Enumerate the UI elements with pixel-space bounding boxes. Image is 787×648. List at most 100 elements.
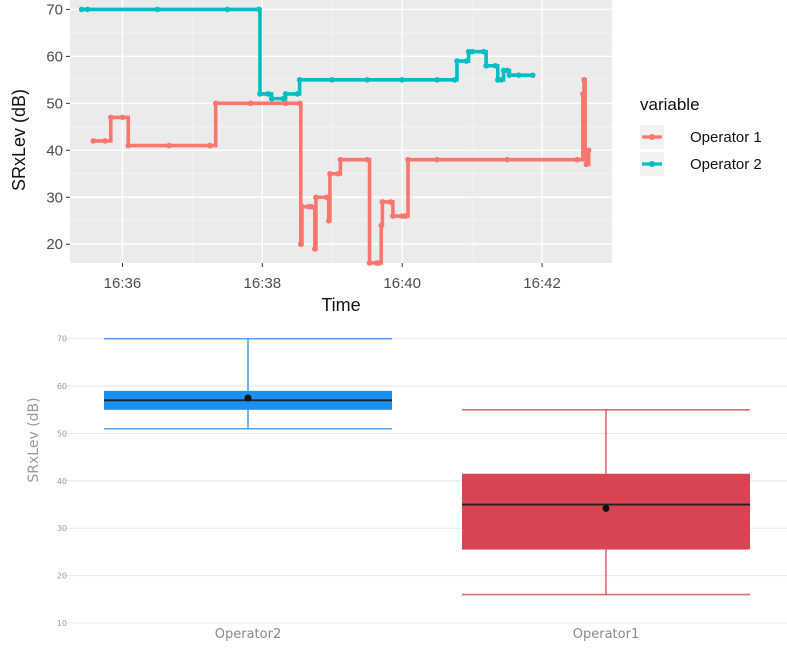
y-tick-label: 50 bbox=[57, 429, 67, 438]
y-tick-label: 20 bbox=[57, 572, 67, 581]
x-axis-label: Time bbox=[321, 295, 360, 315]
data-point bbox=[84, 6, 91, 13]
legend-entries: Operator 1 Operator 2 bbox=[640, 125, 762, 176]
x-tick-label: 16:38 bbox=[244, 275, 282, 292]
data-point bbox=[364, 77, 371, 83]
data-point bbox=[297, 241, 304, 248]
data-point bbox=[376, 260, 382, 266]
mean-marker bbox=[244, 394, 252, 402]
data-point bbox=[580, 91, 586, 97]
legend-item: Operator 2 bbox=[640, 152, 762, 176]
data-point bbox=[90, 138, 97, 144]
data-point bbox=[469, 48, 475, 55]
data-point bbox=[585, 147, 592, 154]
data-point bbox=[294, 91, 301, 97]
x-tick-label: 16:42 bbox=[523, 275, 561, 292]
data-point bbox=[480, 48, 487, 55]
data-point bbox=[257, 91, 263, 97]
y-tick-labels: 20 30 40 50 60 70 bbox=[46, 1, 63, 253]
y-tick-label: 50 bbox=[46, 95, 63, 112]
data-point bbox=[282, 100, 289, 107]
data-point bbox=[327, 170, 333, 177]
data-point bbox=[256, 6, 262, 13]
data-point bbox=[166, 142, 172, 149]
data-point bbox=[311, 246, 318, 252]
y-tick-labels: 10 20 30 40 50 60 70 bbox=[57, 335, 67, 628]
data-point bbox=[366, 260, 373, 266]
data-point bbox=[296, 100, 303, 107]
data-point bbox=[364, 156, 371, 163]
data-point bbox=[125, 142, 132, 149]
x-tick-label: 16:36 bbox=[104, 275, 142, 292]
data-point bbox=[434, 156, 440, 163]
data-point bbox=[268, 95, 275, 102]
data-point bbox=[483, 62, 489, 69]
data-point bbox=[378, 222, 385, 229]
x-tick-label: 16:40 bbox=[383, 275, 421, 292]
data-point bbox=[329, 77, 336, 83]
category-label: Operator1 bbox=[573, 627, 639, 642]
box-operator2 bbox=[104, 337, 392, 430]
data-point bbox=[379, 199, 386, 205]
data-point bbox=[492, 62, 499, 69]
data-point bbox=[308, 203, 315, 210]
box-operator1 bbox=[462, 409, 750, 596]
data-point bbox=[335, 170, 341, 177]
legend-item: Operator 1 bbox=[640, 125, 762, 149]
y-tick-label: 20 bbox=[46, 236, 63, 253]
boxes-group bbox=[104, 337, 750, 596]
data-point bbox=[212, 100, 219, 107]
legend-label: Operator 2 bbox=[690, 156, 762, 173]
data-point bbox=[515, 72, 522, 78]
legend-label: Operator 1 bbox=[690, 129, 762, 146]
data-point bbox=[78, 6, 85, 13]
series-1 bbox=[90, 77, 592, 266]
mean-marker bbox=[602, 504, 610, 512]
data-point bbox=[107, 114, 114, 121]
data-point bbox=[265, 91, 271, 97]
legend: variable Operator 1 Operator 2 bbox=[640, 95, 762, 176]
data-point bbox=[154, 6, 161, 13]
legend-key-point bbox=[649, 161, 655, 167]
y-tick-label: 70 bbox=[46, 1, 63, 18]
data-point bbox=[247, 100, 254, 107]
category-labels: Operator2 Operator1 bbox=[215, 627, 639, 642]
line-chart: 20 30 40 50 60 70 16:36 16:38 16:40 16:42 Time S… bbox=[9, 0, 762, 315]
data-point bbox=[581, 77, 587, 83]
data-point bbox=[434, 77, 440, 83]
series-2 bbox=[78, 6, 536, 102]
data-point bbox=[282, 91, 289, 97]
data-point bbox=[504, 156, 510, 163]
data-point bbox=[399, 77, 405, 83]
data-point bbox=[583, 161, 590, 168]
category-label: Operator2 bbox=[215, 627, 281, 642]
series-group bbox=[78, 6, 592, 266]
y-tick-label: 40 bbox=[57, 477, 67, 486]
data-point bbox=[280, 95, 287, 102]
y-axis-label: SRxLev (dB) bbox=[9, 89, 29, 191]
data-point bbox=[323, 194, 330, 201]
y-tick-label: 40 bbox=[46, 142, 63, 159]
data-point bbox=[296, 77, 303, 83]
y-tick-label: 30 bbox=[57, 524, 67, 533]
data-point bbox=[451, 77, 458, 83]
y-tick-label: 10 bbox=[57, 619, 67, 628]
y-axis-label: SRxLev (dB) bbox=[26, 397, 42, 482]
data-point bbox=[498, 77, 505, 83]
data-point bbox=[337, 156, 344, 163]
data-point bbox=[454, 58, 460, 64]
plot-panel bbox=[70, 0, 612, 263]
data-point bbox=[207, 142, 213, 149]
legend-key-point bbox=[649, 134, 655, 140]
data-point bbox=[405, 156, 411, 163]
data-point bbox=[325, 217, 332, 224]
y-tick-label: 60 bbox=[46, 48, 63, 65]
data-point bbox=[574, 156, 580, 163]
x-tick-labels: 16:36 16:38 16:40 16:42 bbox=[104, 275, 561, 292]
data-point bbox=[224, 6, 231, 13]
y-tick-label: 30 bbox=[46, 189, 63, 206]
y-tick-label: 60 bbox=[57, 382, 67, 391]
data-point bbox=[463, 58, 470, 64]
data-point bbox=[504, 67, 510, 74]
data-point bbox=[390, 213, 396, 219]
